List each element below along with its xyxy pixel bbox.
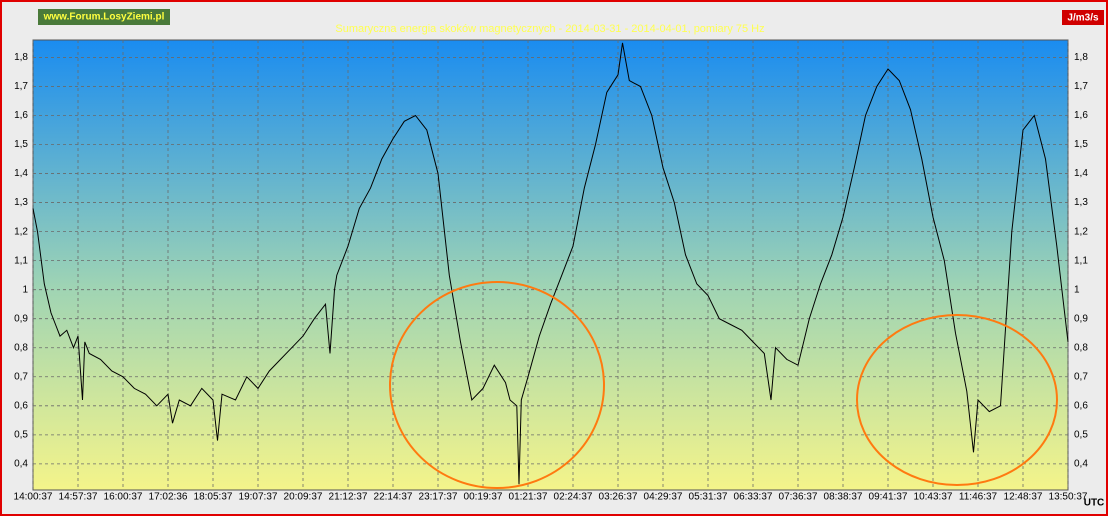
x-tick-label: 17:02:36 [149, 492, 188, 503]
x-tick-label: 13:50:37 [1049, 492, 1088, 503]
watermark-box [38, 9, 170, 25]
y-tick-label: 0,7 [14, 371, 28, 382]
x-tick-label: 01:21:37 [509, 492, 548, 503]
y2-tick-label: 1,3 [1074, 197, 1088, 208]
y2-tick-label: 1,1 [1074, 255, 1088, 266]
x-tick-label: 02:24:37 [554, 492, 593, 503]
x-tick-label: 10:43:37 [914, 492, 953, 503]
x-tick-label: 03:26:37 [599, 492, 638, 503]
x-tick-label: 05:31:37 [689, 492, 728, 503]
x-tick-label: 08:38:37 [824, 492, 863, 503]
x-tick-label: 14:00:37 [14, 492, 53, 503]
x-tick-label: 21:12:37 [329, 492, 368, 503]
y2-tick-label: 0,8 [1074, 342, 1088, 353]
y2-tick-label: 0,5 [1074, 429, 1088, 440]
y2-tick-label: 1,7 [1074, 81, 1088, 92]
x-tick-label: 07:36:37 [779, 492, 818, 503]
y2-tick-label: 1,2 [1074, 226, 1088, 237]
plot-area [32, 39, 1069, 491]
data-line [32, 42, 1069, 485]
y2-tick-label: 0,7 [1074, 371, 1088, 382]
y-tick-label: 0,5 [14, 429, 28, 440]
y2-tick-label: 0,9 [1074, 313, 1088, 324]
x-tick-label: 23:17:37 [419, 492, 458, 503]
unit-box [1062, 10, 1104, 25]
x-tick-label: 19:07:37 [239, 492, 278, 503]
y-tick-label: 1,2 [14, 226, 28, 237]
y2-tick-label: 0,4 [1074, 459, 1088, 470]
y-tick-label: 0,6 [14, 400, 28, 411]
y2-tick-label: 0,6 [1074, 400, 1088, 411]
x-tick-label: 04:29:37 [644, 492, 683, 503]
x-axis-label: UTC [1084, 498, 1105, 509]
y-tick-label: 1,8 [14, 52, 28, 63]
y2-tick-label: 1 [1074, 284, 1080, 295]
y2-tick-label: 1,4 [1074, 168, 1088, 179]
annotation-circle [389, 281, 605, 489]
x-tick-label: 06:33:37 [734, 492, 773, 503]
y-tick-label: 1,5 [14, 139, 28, 150]
x-tick-label: 11:46:37 [959, 492, 998, 503]
y-tick-label: 1,4 [14, 168, 28, 179]
y-tick-label: 0,4 [14, 459, 28, 470]
y2-tick-label: 1,6 [1074, 110, 1088, 121]
chart-title: Sumaryczna energia skoków magnetycznych … [335, 23, 764, 35]
x-tick-label: 22:14:37 [374, 492, 413, 503]
y-tick-label: 1 [22, 284, 28, 295]
annotation-circle [856, 314, 1058, 486]
x-tick-label: 09:41:37 [869, 492, 908, 503]
x-tick-label: 00:19:37 [464, 492, 503, 503]
y-tick-label: 1,7 [14, 81, 28, 92]
y2-tick-label: 1,8 [1074, 52, 1088, 63]
y-tick-label: 0,8 [14, 342, 28, 353]
watermark: www.Forum.LosyZiemi.pl [43, 12, 165, 23]
y2-tick-label: 1,5 [1074, 139, 1088, 150]
y-tick-label: 0,9 [14, 313, 28, 324]
x-tick-label: 16:00:37 [104, 492, 143, 503]
x-tick-label: 20:09:37 [284, 492, 323, 503]
unit-label: J/m3/s [1067, 13, 1099, 24]
y-tick-label: 1,6 [14, 110, 28, 121]
x-tick-label: 14:57:37 [59, 492, 98, 503]
y-tick-label: 1,3 [14, 197, 28, 208]
x-tick-label: 18:05:37 [194, 492, 233, 503]
x-tick-label: 12:48:37 [1004, 492, 1043, 503]
y-tick-label: 1,1 [14, 255, 28, 266]
